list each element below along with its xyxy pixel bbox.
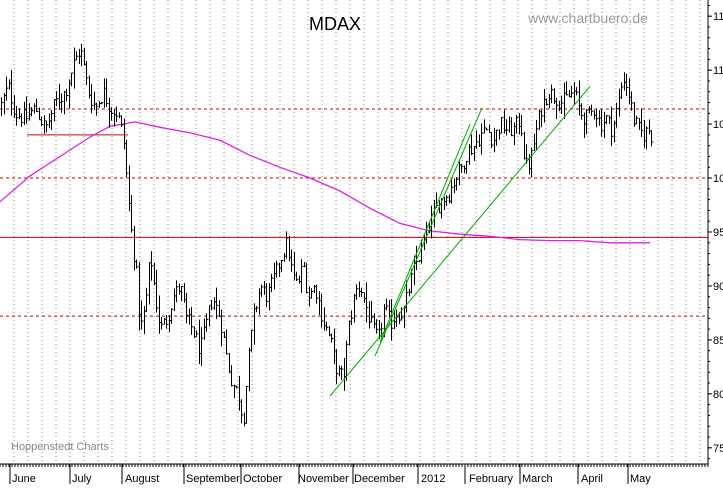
x-month-label: March (522, 473, 553, 485)
x-month-label: October (243, 473, 282, 485)
trend-line (379, 123, 471, 343)
x-month-label: December (354, 473, 405, 485)
trend-line (374, 107, 483, 357)
x-month-label: May (630, 473, 651, 485)
y-tick-label: 8500 (713, 335, 723, 347)
price-bars-layer (1, 43, 654, 427)
x-month-label: November (298, 473, 349, 485)
grid-layer (13, 0, 701, 464)
x-month-label: September (186, 473, 240, 485)
trend-lines-layer (329, 86, 591, 397)
trend-line (329, 86, 591, 397)
y-tick-label: 9500 (713, 227, 723, 239)
y-tick-label: 9000 (713, 281, 723, 293)
y-tick-label: 11000 (713, 65, 723, 77)
x-month-label: 2012 (421, 473, 445, 485)
moving-average-layer (0, 121, 650, 244)
x-month-label: August (125, 473, 159, 485)
y-tick-label: 8000 (713, 389, 723, 401)
watermark-text: www.chartbuero.de (527, 10, 648, 26)
moving-average-line (0, 121, 650, 244)
credit-text: Hoppenstedt Charts (11, 441, 109, 453)
y-tick-label: 10000 (713, 173, 723, 185)
y-tick-label: 7500 (713, 443, 723, 455)
x-month-label: July (72, 473, 92, 485)
x-month-label: February (469, 473, 514, 485)
y-tick-label: 10500 (713, 119, 723, 131)
x-month-label: April (581, 473, 603, 485)
x-month-label: June (12, 473, 36, 485)
y-tick-label: 11500 (713, 11, 723, 23)
chart-title: MDAX (309, 14, 361, 34)
